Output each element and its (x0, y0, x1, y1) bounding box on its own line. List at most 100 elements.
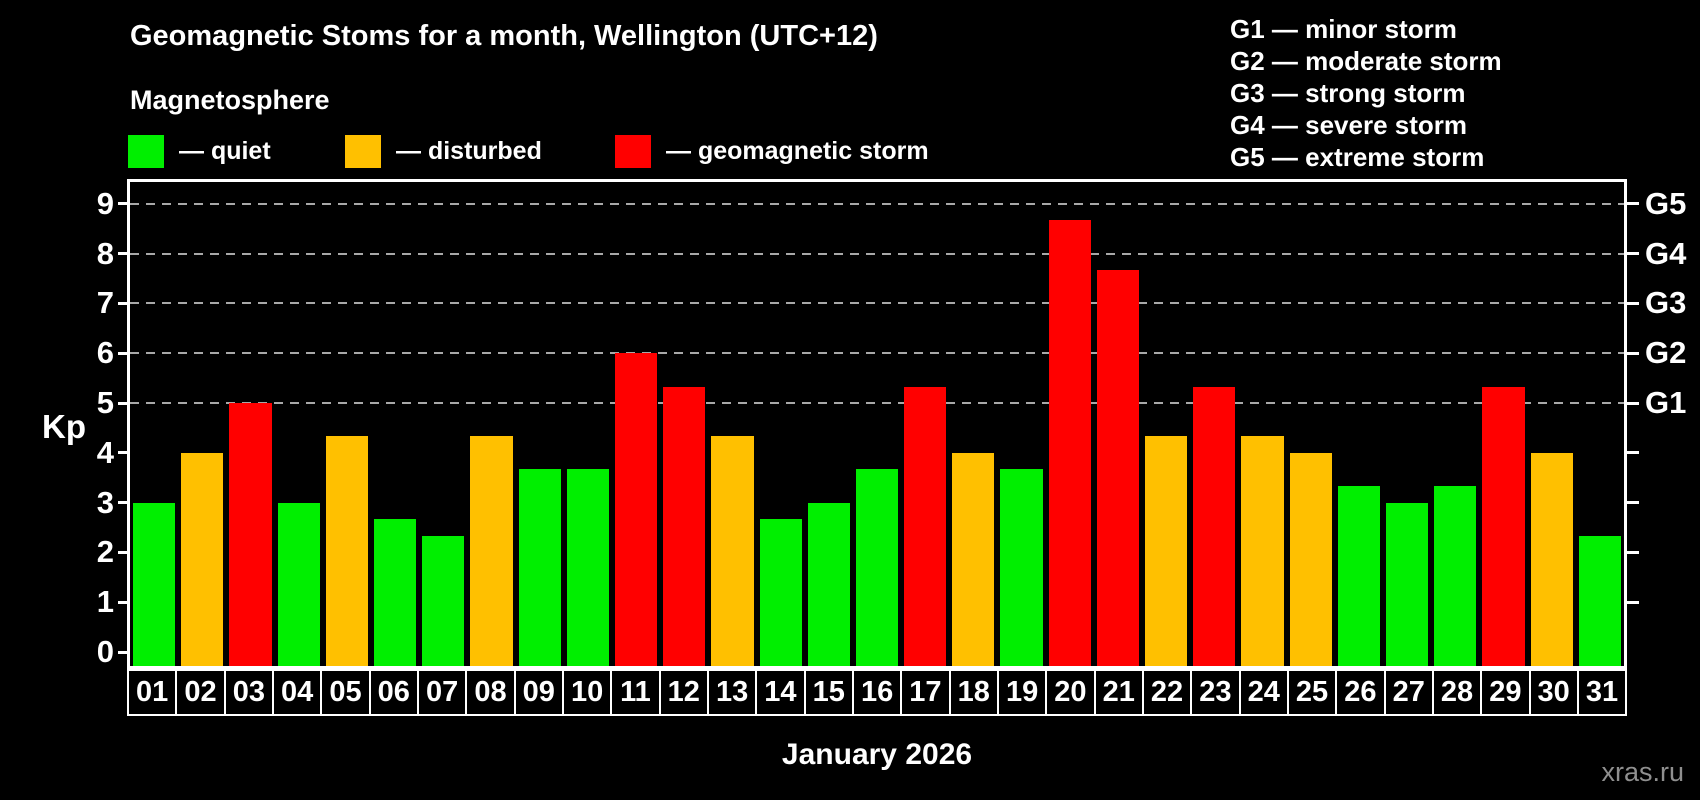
y-tick-mark-6 (118, 351, 130, 355)
bar-day-13 (711, 436, 754, 666)
day-label-05: 05 (320, 669, 371, 716)
bar-day-06 (373, 519, 417, 666)
day-label-07: 07 (416, 669, 468, 716)
legend-item-disturbed: — disturbed (345, 135, 542, 168)
right-tick-mark-7 (1627, 301, 1639, 305)
bar-day-15 (807, 502, 850, 666)
bar-day-20 (1048, 220, 1091, 666)
bar-day-10 (566, 469, 609, 666)
gridline-kp7 (130, 302, 1624, 305)
legend-label-disturbed: — disturbed (396, 137, 542, 165)
day-label-31: 31 (1576, 669, 1628, 716)
y-tick-mark-4 (118, 451, 130, 455)
day-label-18: 18 (948, 669, 999, 716)
day-label-15: 15 (803, 669, 854, 716)
gridline-kp9 (130, 202, 1624, 205)
legend-label-quiet: — quiet (179, 137, 271, 165)
y-tick-label-4: 4 (96, 434, 114, 470)
day-label-10: 10 (561, 669, 613, 716)
y-tick-label-0: 0 (96, 634, 114, 669)
chart-title: Geomagnetic Stoms for a month, Wellingto… (130, 20, 878, 52)
g-scale-label-G1: G1 (1645, 385, 1687, 420)
day-label-20: 20 (1045, 669, 1096, 716)
day-label-22: 22 (1141, 669, 1193, 716)
day-label-17: 17 (900, 669, 951, 716)
gridline-kp5 (130, 402, 1624, 404)
bar-day-18 (952, 452, 995, 666)
day-label-06: 06 (368, 669, 419, 716)
day-label-16: 16 (851, 669, 903, 716)
right-tick-mark-5 (1627, 401, 1639, 405)
day-label-02: 02 (175, 669, 226, 716)
y-tick-label-7: 7 (96, 285, 114, 321)
legend-item-storm: — geomagnetic storm (615, 135, 929, 168)
x-axis-label: January 2026 (781, 738, 973, 771)
day-label-24: 24 (1238, 669, 1289, 716)
y-tick-mark-0 (118, 650, 130, 654)
bar-day-17 (904, 386, 947, 666)
legend-item-quiet: — quiet (128, 135, 271, 168)
y-tick-mark-5 (118, 401, 130, 405)
day-label-14: 14 (755, 669, 806, 716)
g-legend-line-5: G5 — extreme storm (1230, 142, 1485, 172)
bar-day-21 (1096, 270, 1140, 666)
bar-day-01 (133, 502, 176, 666)
bar-day-12 (663, 386, 706, 666)
g-scale-label-G3: G3 (1645, 285, 1687, 321)
day-label-09: 09 (513, 669, 564, 716)
bar-day-08 (470, 436, 513, 666)
bar-day-07 (422, 535, 465, 666)
day-label-23: 23 (1190, 669, 1241, 716)
y-tick-label-8: 8 (96, 235, 114, 271)
disturbed-swatch-icon (345, 135, 381, 168)
bar-day-29 (1482, 386, 1525, 666)
y-tick-mark-8 (118, 252, 130, 256)
day-label-28: 28 (1431, 669, 1483, 716)
day-label-08: 08 (465, 669, 516, 716)
day-label-01: 01 (127, 669, 178, 716)
right-tick-mark-1 (1627, 600, 1639, 604)
right-tick-mark-2 (1627, 550, 1639, 554)
y-tick-mark-2 (118, 550, 130, 554)
y-tick-label-2: 2 (96, 534, 114, 570)
day-label-26: 26 (1335, 669, 1386, 716)
chart-subtitle: Magnetosphere (130, 85, 330, 115)
right-tick-mark-4 (1627, 451, 1639, 455)
day-label-13: 13 (706, 669, 758, 716)
y-tick-label-6: 6 (96, 335, 114, 371)
right-tick-mark-9 (1627, 202, 1639, 206)
quiet-swatch-icon (128, 135, 164, 168)
g-scale-label-G5: G5 (1645, 185, 1687, 221)
bar-day-04 (277, 502, 320, 666)
bar-day-30 (1530, 452, 1573, 666)
bar-day-19 (1000, 469, 1043, 666)
day-label-12: 12 (658, 669, 709, 716)
bar-day-09 (518, 469, 561, 666)
day-label-04: 04 (271, 669, 323, 716)
y-tick-mark-3 (118, 501, 130, 505)
gridline-kp8 (130, 252, 1624, 255)
bar-day-26 (1337, 486, 1381, 666)
g-legend-line-1: G1 — minor storm (1230, 14, 1457, 44)
bar-day-24 (1241, 436, 1284, 666)
day-label-29: 29 (1480, 669, 1531, 716)
g-scale-legend: G1 — minor storm G2 — moderate storm G3 — … (1230, 13, 1502, 173)
day-label-25: 25 (1286, 669, 1338, 716)
y-axis-label: Kp (42, 408, 86, 445)
bar-day-25 (1289, 452, 1332, 666)
g-legend-line-2: G2 — moderate storm (1230, 46, 1502, 76)
y-tick-label-3: 3 (96, 484, 114, 520)
gridline-kp6 (130, 352, 1624, 355)
bar-day-31 (1578, 535, 1621, 666)
y-tick-label-1: 1 (96, 584, 114, 620)
day-labels-row: 01 02 03 04 05 06 07 08 09 10 11 12 13 14 15 16 17 18 19 20… (127, 669, 1628, 716)
bar-day-02 (181, 452, 224, 666)
bar-day-23 (1193, 386, 1236, 666)
bar-day-11 (614, 353, 658, 666)
y-tick-label-9: 9 (96, 185, 114, 221)
y-tick-mark-1 (118, 600, 130, 604)
day-label-21: 21 (1093, 669, 1144, 716)
g-legend-line-3: G3 — strong storm (1230, 78, 1466, 108)
day-label-27: 27 (1383, 669, 1434, 716)
